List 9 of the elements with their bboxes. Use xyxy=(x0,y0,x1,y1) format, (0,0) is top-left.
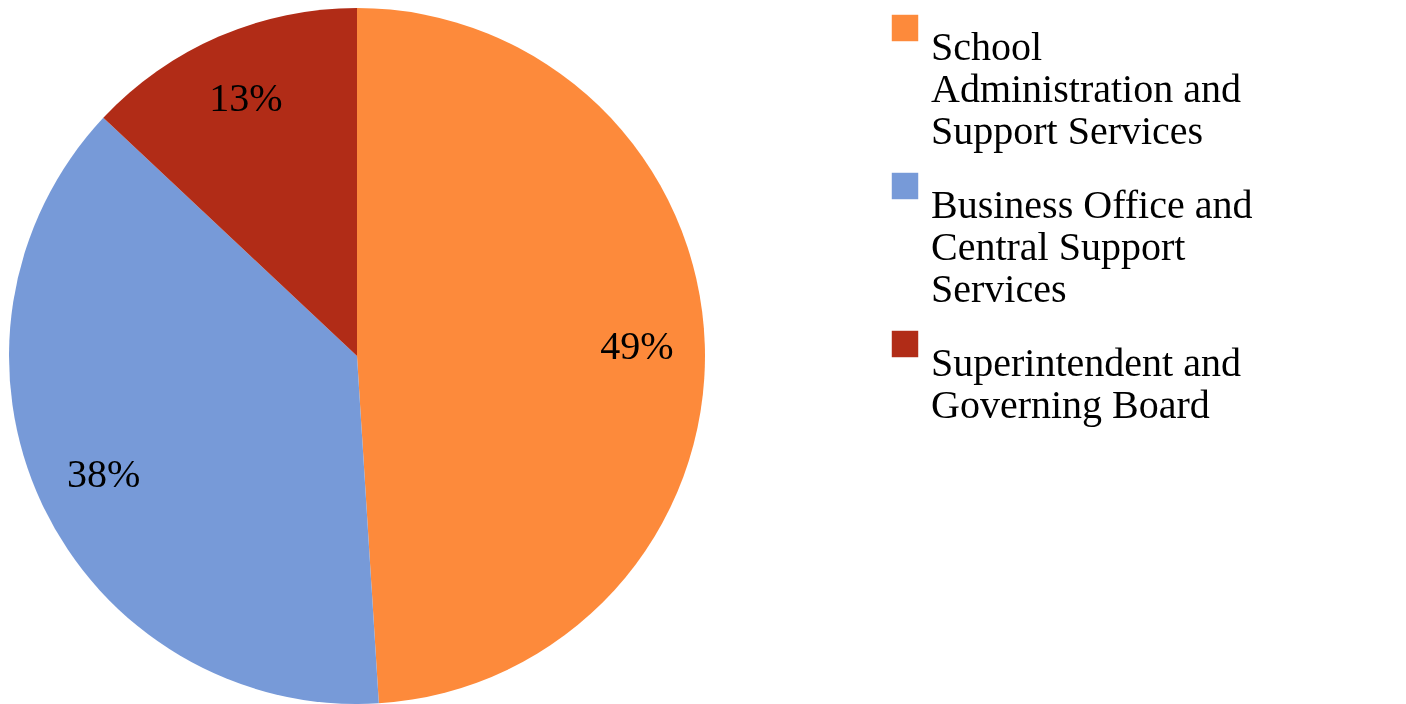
pie-slice xyxy=(357,8,705,704)
data-label: 38% xyxy=(66,451,141,497)
data-label: 49% xyxy=(600,323,674,369)
legend-label: School Administration and Support Services xyxy=(931,24,1241,153)
legend-label: Business Office and Central Support Services xyxy=(931,182,1253,311)
data-label: 13% xyxy=(209,75,283,121)
legend-label: Superintendent and Governing Board xyxy=(931,340,1241,427)
pie-slice xyxy=(9,117,379,704)
pie-slice xyxy=(103,8,357,356)
